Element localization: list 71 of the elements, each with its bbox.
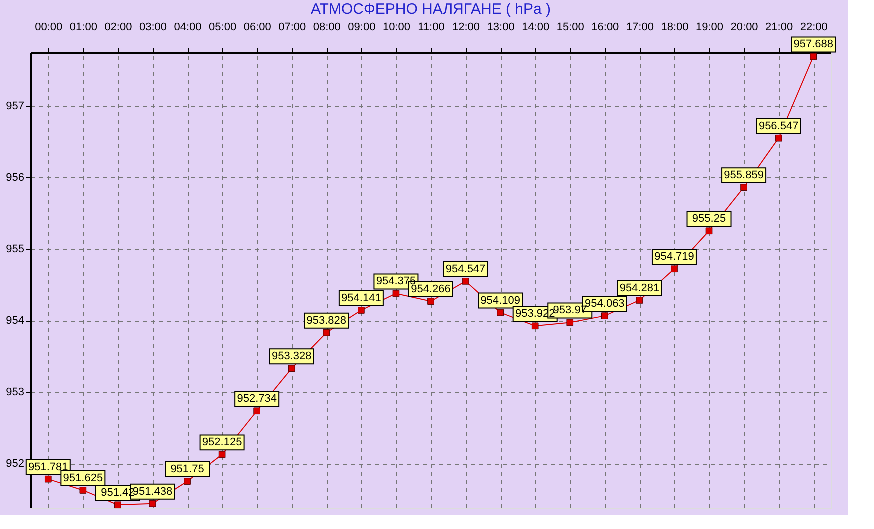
y-tick-label: 952 [6, 458, 24, 470]
x-tick-label: 04:00 [174, 22, 202, 34]
x-tick-label: 05:00 [209, 22, 237, 34]
data-label: 955.859 [724, 170, 764, 182]
x-tick-label: 20:00 [730, 22, 758, 34]
data-label: 954.719 [654, 251, 694, 264]
data-label: 951.625 [63, 472, 104, 484]
x-tick-label: 11:00 [418, 22, 445, 34]
y-tick-label: 957 [6, 100, 24, 112]
point [532, 322, 539, 330]
data-label: 954.266 [411, 284, 451, 296]
point [602, 312, 608, 320]
x-tick-label: 17:00 [626, 22, 654, 34]
data-label: 953.828 [306, 314, 347, 327]
x-tick-label: 01:00 [70, 22, 98, 34]
x-tick-label: 03:00 [139, 22, 168, 34]
point [566, 319, 574, 326]
x-tick-label: 15:00 [556, 22, 584, 34]
x-tick-label: 10:00 [382, 22, 410, 34]
data-label: 957.688 [794, 38, 834, 51]
data-label: 954.109 [480, 294, 520, 307]
data-label: 951.781 [28, 461, 68, 474]
data-label: 953.328 [272, 350, 312, 363]
data-label: 951.75 [170, 464, 204, 476]
point [706, 228, 713, 235]
point [428, 298, 434, 305]
x-tick-label: 14:00 [522, 22, 550, 34]
data-label: 956.547 [758, 120, 799, 132]
x-tick-label: 18:00 [661, 22, 689, 34]
point [288, 365, 296, 372]
x-tick-label: 19:00 [696, 22, 724, 34]
x-tick-label: 21:00 [766, 22, 794, 34]
y-tick-label: 953 [6, 386, 24, 399]
x-tick-label: 06:00 [244, 22, 272, 34]
point [149, 500, 156, 508]
y-tick-label: 955 [6, 244, 24, 256]
x-tick-label: 08:00 [313, 22, 341, 34]
data-label: 954.547 [446, 263, 486, 276]
point [810, 53, 818, 60]
point [44, 476, 52, 483]
data-label: 954.281 [620, 282, 660, 294]
point [671, 266, 678, 273]
point [184, 478, 191, 485]
point [462, 278, 470, 285]
point [497, 309, 504, 316]
point [80, 487, 87, 494]
point [775, 134, 782, 142]
point [740, 184, 748, 191]
y-tick-label: 956 [6, 172, 24, 184]
point [218, 451, 226, 458]
point [323, 329, 330, 336]
data-label: 955.25 [692, 213, 726, 226]
chart-title: АТМОСФЕРНО НАЛЯГАНЕ ( hPa ) [310, 1, 552, 18]
data-label: 954.063 [585, 298, 625, 310]
x-tick-label: 09:00 [348, 22, 376, 34]
point [636, 297, 644, 304]
point [254, 408, 260, 415]
x-tick-label: 00:00 [35, 22, 63, 34]
x-tick-label: 07:00 [278, 22, 306, 34]
x-tick-label: 22:00 [800, 22, 828, 34]
point [114, 502, 122, 509]
x-tick-label: 12:00 [452, 22, 480, 34]
x-tick-label: 02:00 [104, 22, 132, 34]
point [358, 307, 365, 314]
data-label: 954.141 [342, 292, 382, 304]
data-label: 952.125 [202, 436, 242, 449]
y-tick-label: 954 [6, 315, 24, 328]
data-label: 952.734 [237, 393, 277, 406]
x-tick-label: 13:00 [487, 22, 515, 34]
point [392, 290, 400, 298]
x-tick-label: 16:00 [592, 22, 620, 34]
